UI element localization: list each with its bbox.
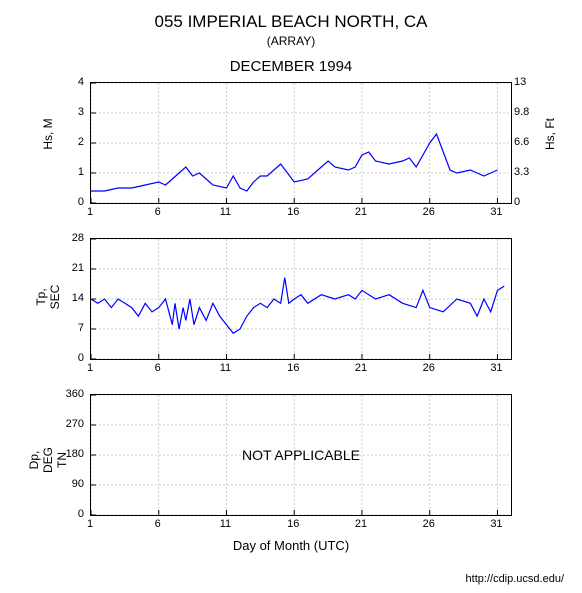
y-tick-left: 1	[44, 166, 84, 178]
plot-area: NOT APPLICABLE	[90, 394, 512, 516]
y-tick-right: 3.3	[514, 166, 554, 178]
x-tick: 16	[287, 362, 299, 374]
x-tick: 6	[155, 518, 161, 530]
x-tick: 1	[87, 206, 93, 218]
y-tick-right: 6.6	[514, 136, 554, 148]
chart-svg	[91, 239, 511, 359]
chart-panel-1: Tp, SEC07142128161116212631	[0, 238, 582, 366]
y-tick-right: 13	[514, 76, 554, 88]
y-tick-left: 270	[44, 418, 84, 430]
y-tick-left: 28	[44, 232, 84, 244]
y-tick-left: 0	[44, 352, 84, 364]
chart-panel-2: Dp, DEG TN090180270360NOT APPLICABLE1611…	[0, 394, 582, 522]
x-tick: 31	[490, 518, 502, 530]
chart-month-title: DECEMBER 1994	[0, 58, 582, 75]
chart-svg	[91, 83, 511, 203]
y-tick-left: 90	[44, 478, 84, 490]
y-tick-left: 21	[44, 262, 84, 274]
x-tick: 6	[155, 362, 161, 374]
y-tick-left: 14	[44, 292, 84, 304]
y-tick-left: 4	[44, 76, 84, 88]
x-tick: 26	[423, 206, 435, 218]
page-title: 055 IMPERIAL BEACH NORTH, CA	[0, 12, 582, 32]
data-series-line	[91, 278, 504, 334]
x-tick: 21	[355, 362, 367, 374]
not-applicable-text: NOT APPLICABLE	[242, 447, 360, 463]
x-tick: 6	[155, 206, 161, 218]
x-tick: 16	[287, 206, 299, 218]
y-tick-left: 3	[44, 106, 84, 118]
x-tick: 26	[423, 362, 435, 374]
x-tick: 11	[220, 206, 231, 218]
x-tick: 1	[87, 518, 93, 530]
x-axis-label: Day of Month (UTC)	[0, 538, 582, 553]
x-tick: 31	[490, 206, 502, 218]
y-tick-left: 0	[44, 508, 84, 520]
x-tick: 1	[87, 362, 93, 374]
x-tick: 31	[490, 362, 502, 374]
x-tick: 16	[287, 518, 299, 530]
chart-panel-0: Hs, M01234Hs, Ft03.36.69.813161116212631	[0, 82, 582, 210]
y-tick-left: 180	[44, 448, 84, 460]
charts-container: Hs, M01234Hs, Ft03.36.69.813161116212631…	[0, 82, 582, 553]
plot-area	[90, 82, 512, 204]
credit-text: http://cdip.ucsd.edu/	[466, 573, 564, 585]
y-tick-left: 360	[44, 388, 84, 400]
y-tick-left: 2	[44, 136, 84, 148]
y-tick-right: 0	[514, 196, 554, 208]
page-subtitle: (ARRAY)	[0, 34, 582, 48]
plot-area	[90, 238, 512, 360]
x-tick: 11	[220, 518, 231, 530]
x-tick: 21	[355, 206, 367, 218]
x-tick: 21	[355, 518, 367, 530]
y-tick-left: 0	[44, 196, 84, 208]
x-tick: 11	[220, 362, 231, 374]
x-tick: 26	[423, 518, 435, 530]
y-tick-left: 7	[44, 322, 84, 334]
y-tick-right: 9.8	[514, 106, 554, 118]
